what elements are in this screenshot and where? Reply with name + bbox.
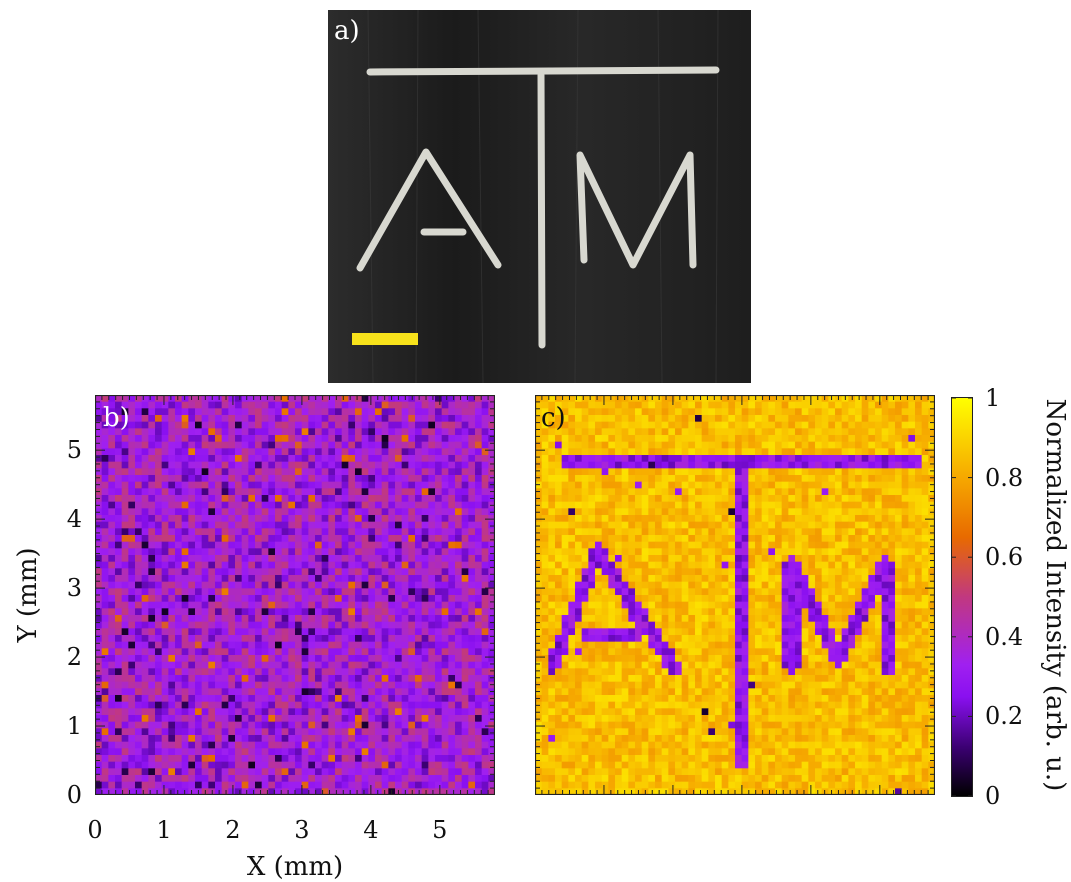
- axes-frame-b: [95, 395, 495, 795]
- panel-label-a: a): [334, 18, 360, 44]
- scale-bar: [352, 333, 418, 345]
- axes-border: [96, 396, 495, 795]
- engraved-letters-photo: [328, 10, 751, 383]
- photo-panel-a: a) A: [328, 10, 751, 383]
